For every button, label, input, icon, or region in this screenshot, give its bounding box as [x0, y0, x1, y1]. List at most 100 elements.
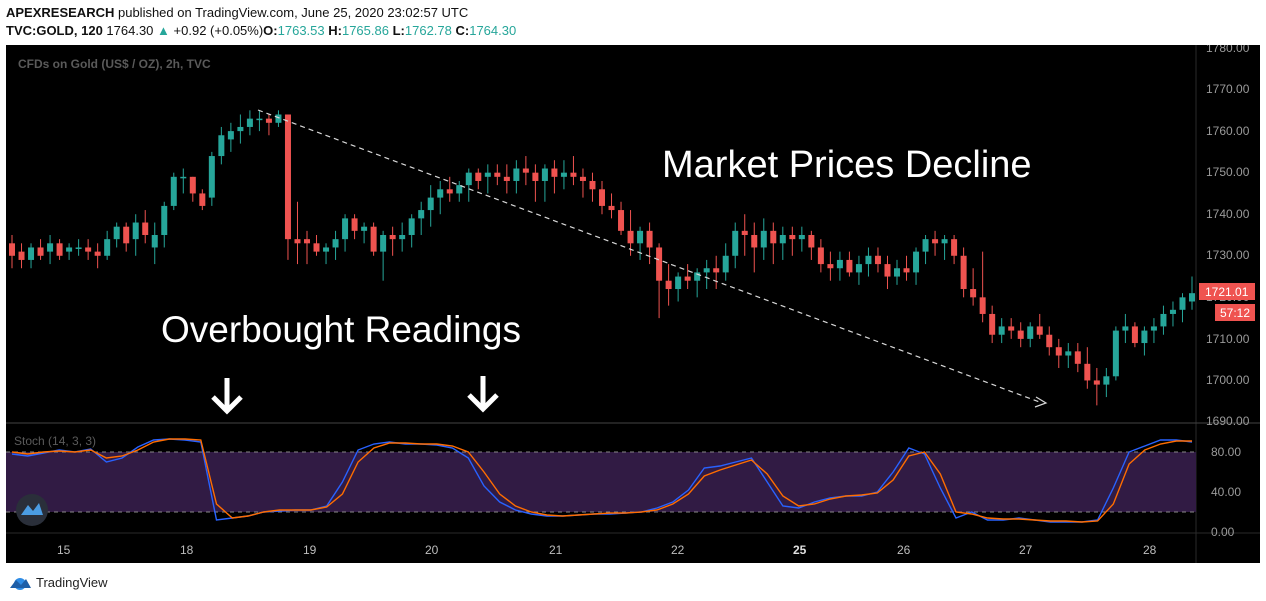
- candle-body: [599, 189, 605, 206]
- open-label: O:: [263, 23, 278, 38]
- candle-body: [1084, 363, 1091, 381]
- candle-body: [189, 176, 196, 194]
- candle-body: [855, 264, 862, 273]
- candle-body: [1074, 351, 1081, 364]
- author-name: APEXRESEARCH: [6, 5, 115, 20]
- candle-body: [208, 156, 215, 198]
- candle-body: [817, 247, 824, 265]
- symbol-label: TVC:GOLD, 120: [6, 23, 103, 38]
- candle-body: [66, 247, 73, 252]
- candle-body: [237, 126, 244, 132]
- timer-badge-text: 57:12: [1220, 306, 1250, 320]
- stoch-tick: 80.00: [1211, 445, 1241, 459]
- candle-body: [646, 230, 653, 248]
- candle-body: [903, 268, 910, 273]
- price-tick: 1770.00: [1206, 82, 1250, 96]
- candle-body: [637, 230, 644, 244]
- candle-body: [304, 239, 310, 244]
- high-value: 1765.86: [341, 23, 389, 38]
- time-tick: 28: [1143, 543, 1157, 557]
- candle-body: [351, 218, 358, 231]
- timer-badge: [1215, 304, 1255, 321]
- candle-body: [989, 313, 996, 335]
- time-tick: 18: [180, 543, 194, 557]
- annotation-overbought: Overbought Readings: [161, 309, 521, 350]
- time-tick: 22: [671, 543, 685, 557]
- candle-body: [713, 268, 720, 273]
- candle-body: [960, 255, 967, 290]
- candle-body: [579, 176, 586, 181]
- candle-body: [694, 272, 701, 281]
- candle-body: [418, 210, 425, 219]
- candle-body: [589, 180, 596, 190]
- candle-body: [75, 247, 82, 249]
- price-tick: 1730.00: [1206, 248, 1250, 262]
- candle-body: [437, 189, 444, 198]
- candle-body: [18, 251, 25, 260]
- candle-body: [370, 226, 377, 252]
- tradingview-cloud-icon[interactable]: [16, 494, 48, 526]
- candle-body: [560, 172, 567, 177]
- candle-body: [532, 172, 539, 181]
- candle-body: [894, 268, 900, 277]
- candle-body: [1169, 309, 1176, 314]
- candle-body: [998, 326, 1005, 335]
- candle-body: [1122, 326, 1129, 331]
- candle-body: [218, 135, 225, 157]
- candle-body: [913, 251, 920, 273]
- candle-body: [446, 189, 453, 194]
- candle-body: [151, 235, 158, 248]
- candle-body: [1179, 297, 1186, 310]
- candle-body: [265, 118, 272, 123]
- candle-body: [618, 210, 625, 231]
- candle-body: [722, 255, 729, 273]
- candle-body: [132, 222, 139, 240]
- candle-body: [161, 205, 168, 235]
- candle-body: [56, 243, 63, 256]
- candle-body: [808, 235, 815, 248]
- candle-body: [408, 218, 415, 235]
- candle-body: [608, 205, 615, 211]
- candlestick-series: [9, 110, 1195, 406]
- price-tick: 1740.00: [1206, 207, 1250, 221]
- time-tick: 19: [303, 543, 317, 557]
- candle-body: [827, 264, 834, 269]
- candle-body: [627, 230, 634, 244]
- chart-area[interactable]: CFDs on Gold (US$ / OZ), 2h, TVC Market …: [6, 45, 1260, 563]
- candle-body: [798, 235, 805, 240]
- candle-body: [741, 230, 748, 235]
- tradingview-brand[interactable]: TradingView: [8, 575, 108, 590]
- candle-body: [142, 222, 149, 235]
- candle-body: [1103, 376, 1110, 385]
- candle-body: [570, 172, 577, 177]
- trend-arrow-head-icon: [1034, 396, 1048, 408]
- candle-body: [484, 172, 491, 177]
- candle-body: [465, 172, 472, 186]
- candle-body: [551, 168, 558, 177]
- price-badge-text: 1721.01: [1205, 285, 1249, 299]
- price-tick: 1690.00: [1206, 414, 1250, 428]
- candle-body: [1008, 326, 1015, 331]
- low-label: L:: [392, 23, 405, 38]
- candle-body: [884, 264, 891, 277]
- candle-body: [399, 235, 406, 240]
- price-tick: 1710.00: [1206, 332, 1250, 346]
- candle-body: [770, 230, 777, 244]
- trend-line[interactable]: [257, 109, 1043, 404]
- candle-body: [475, 172, 482, 181]
- candle-body: [1112, 330, 1119, 377]
- candle-body: [865, 255, 872, 265]
- candle-body: [113, 226, 120, 240]
- last-price: 1764.30: [106, 23, 154, 38]
- candle-body: [656, 247, 663, 281]
- candle-body: [456, 185, 463, 194]
- candle-body: [979, 297, 986, 314]
- candle-body: [703, 268, 710, 273]
- candle-body: [389, 235, 396, 240]
- publish-text: published on TradingView.com, June 25, 2…: [117, 5, 469, 20]
- candle-body: [779, 235, 786, 244]
- chart-svg[interactable]: CFDs on Gold (US$ / OZ), 2h, TVC Market …: [6, 45, 1260, 563]
- candle-body: [1036, 326, 1043, 335]
- candle-body: [932, 239, 939, 244]
- candle-body: [1160, 313, 1167, 327]
